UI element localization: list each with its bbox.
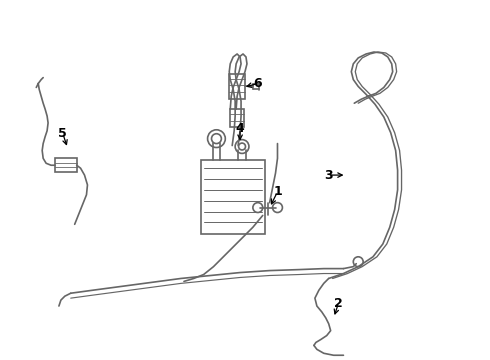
Text: 3: 3 <box>324 168 333 181</box>
Text: 1: 1 <box>273 185 282 198</box>
Text: 4: 4 <box>236 122 245 135</box>
Text: 5: 5 <box>58 127 67 140</box>
Text: 6: 6 <box>253 77 262 90</box>
Text: 2: 2 <box>334 297 343 310</box>
